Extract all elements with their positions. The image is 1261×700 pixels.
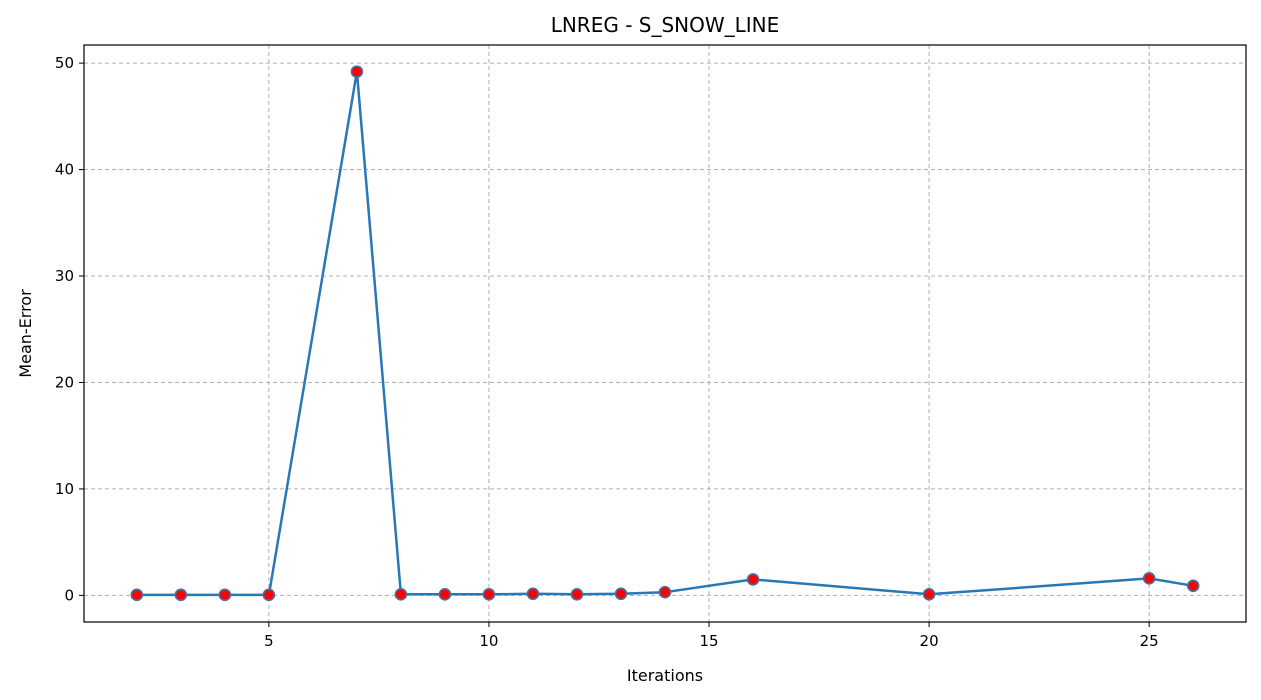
y-tick-label: 50 (55, 54, 74, 72)
data-point (262, 588, 276, 602)
y-tick-label: 20 (55, 373, 74, 391)
x-axis-title: Iterations (627, 666, 703, 685)
data-point (746, 573, 760, 586)
grid (84, 45, 1246, 622)
data-point (174, 588, 188, 602)
data-point (614, 587, 628, 601)
data-point (1186, 579, 1200, 593)
y-tick-label: 30 (55, 267, 74, 285)
data-point (1142, 572, 1156, 585)
y-tick-label: 40 (55, 161, 74, 179)
data-point (658, 585, 672, 599)
data-point (482, 588, 496, 601)
x-tick-label: 5 (264, 632, 274, 650)
x-tick-label: 10 (479, 632, 498, 650)
chart-title: LNREG - S_SNOW_LINE (551, 13, 780, 37)
y-tick-label: 10 (55, 480, 74, 498)
data-point (394, 588, 408, 601)
plot-area (83, 44, 1247, 623)
y-tick-label: 0 (64, 586, 74, 604)
data-point (350, 65, 364, 78)
data-point (570, 588, 584, 601)
series (130, 65, 1200, 602)
x-tick-label: 20 (920, 632, 939, 650)
x-tick-label: 15 (699, 632, 718, 650)
data-point (922, 588, 936, 601)
axis-ticks: 5 10 15 20 25 0 10 20 30 40 50 (55, 54, 1159, 650)
series-line (136, 70, 1194, 597)
x-tick-label: 25 (1140, 632, 1159, 650)
data-point (526, 587, 540, 601)
data-point (438, 588, 452, 601)
y-axis-title: Mean-Error (16, 289, 35, 378)
data-point (130, 588, 144, 602)
data-point (218, 588, 232, 602)
